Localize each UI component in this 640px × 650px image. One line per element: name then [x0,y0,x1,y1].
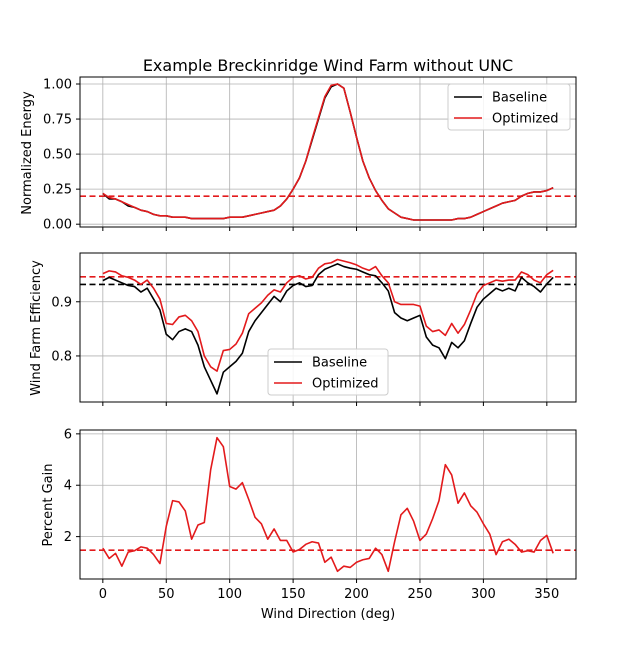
energy-y-tick-label: 1.00 [43,78,72,93]
energy-legend: Baseline Optimized [447,83,571,131]
energy-legend-label-baseline: Baseline [492,91,547,106]
percent-gain-axes-frame [79,429,577,580]
efficiency-axes-frame [79,252,577,403]
efficiency-panel: 0.8 0.9 Baseline Optimized [51,252,577,406]
chart-title: Example Breckinridge Wind Farm without U… [143,56,513,75]
x-tick-label: 100 [217,587,242,602]
x-tick-label: 150 [281,587,306,602]
energy-panel: 0.00 0.25 0.50 0.75 1.00 Baseline Optimized [43,76,577,233]
x-tick-label: 200 [344,587,369,602]
percent-gain-y-tick-label: 2 [64,530,72,545]
energy-y-tick-label: 0.25 [43,183,72,198]
percent-gain-y-tick-label: 6 [64,427,72,442]
efficiency-legend-label-baseline: Baseline [312,356,367,371]
energy-y-tick-label: 0.50 [43,148,72,163]
efficiency-y-axis-label: Wind Farm Efficiency [29,260,44,396]
energy-y-tick-label: 0.00 [43,218,72,233]
energy-series-optimized-line [102,83,554,221]
efficiency-y-tick-label: 0.8 [51,349,72,364]
percent-gain-series-percent-gain-line [102,436,554,573]
efficiency-legend: Baseline Optimized [267,348,389,396]
efficiency-legend-label-optimized: Optimized [312,377,379,392]
percent-gain-y-axis-label: Percent Gain [41,464,56,547]
percent-gain-panel: 0 50 100 150 200 250 300 350 2 4 6 [64,427,577,602]
percent-gain-y-tick-label: 4 [64,479,72,494]
efficiency-series-baseline-line [102,263,554,395]
x-axis-label: Wind Direction (deg) [261,607,395,622]
x-tick-label: 350 [534,587,559,602]
energy-legend-label-optimized: Optimized [492,112,559,127]
x-tick-label: 50 [158,587,175,602]
efficiency-series-optimized-line [102,258,554,372]
energy-y-tick-label: 0.75 [43,113,72,128]
x-tick-label: 300 [471,587,496,602]
energy-axes-frame [79,76,577,228]
x-tick-label: 250 [408,587,433,602]
energy-y-axis-label: Normalized Energy [20,91,35,215]
x-tick-label: 0 [99,587,107,602]
efficiency-y-tick-label: 0.9 [51,295,72,310]
